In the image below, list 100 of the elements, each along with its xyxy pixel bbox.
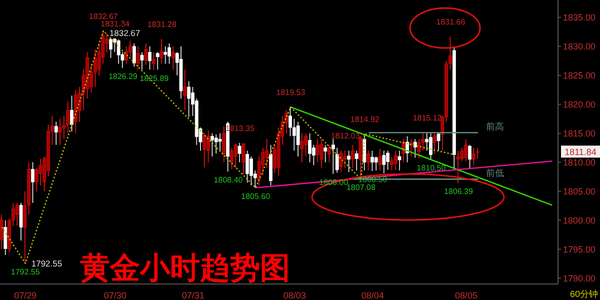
candlestick [398, 150, 402, 171]
x-tick-label: 07/29 [14, 290, 37, 300]
text: 黄金小时趋势图 [80, 251, 290, 286]
candlestick [210, 132, 214, 157]
candlestick [308, 132, 312, 163]
candlestick [116, 38, 120, 64]
y-tick-label: 1795.00 [563, 244, 596, 254]
annotation: 1831.34 [100, 20, 130, 29]
candlestick [425, 132, 429, 152]
candlestick [230, 147, 234, 170]
candlestick [144, 42, 148, 66]
candlestick [242, 142, 246, 175]
candlestick [222, 126, 226, 163]
candlestick [432, 132, 436, 154]
x-tick-label: 08/04 [361, 290, 384, 300]
candlestick [152, 52, 156, 71]
candlestick [410, 138, 413, 157]
y-tick-label: 1805.00 [563, 186, 596, 196]
candlestick [335, 147, 339, 174]
y-tick-label: 1825.00 [563, 70, 596, 81]
annotation: 1832.67 [88, 12, 118, 21]
candlestick [15, 202, 19, 227]
candlestick [238, 142, 242, 163]
annotation: 1814.92 [350, 114, 380, 124]
candlestick [413, 138, 417, 158]
candlestick [132, 42, 136, 68]
candlestick [109, 37, 112, 58]
candlestick [202, 132, 206, 168]
candlestick [436, 132, 440, 152]
annotation: 1825.89 [140, 74, 170, 84]
candlestick [246, 150, 250, 184]
candlestick [183, 69, 187, 111]
annotation: 1792.55 [10, 267, 40, 276]
candlestick [354, 150, 358, 171]
x-tick-label: 07/30 [104, 290, 126, 300]
candlestick [124, 46, 128, 64]
candlestick [347, 150, 350, 173]
candlestick [70, 95, 74, 132]
candlestick [31, 162, 34, 204]
candlestick [54, 121, 58, 146]
candlestick [464, 138, 468, 162]
candlestick [187, 80, 190, 118]
candlestick [472, 147, 476, 166]
y-tick-label: 1820.00 [563, 100, 596, 110]
candlestick [324, 144, 328, 163]
candlestick [296, 121, 300, 157]
annotation: 1815.12 [412, 114, 442, 123]
candlestick [382, 150, 386, 174]
candlestick [4, 220, 8, 256]
candlestick [316, 138, 320, 163]
annotation: 1808.40 [214, 176, 244, 185]
annotation: 1819.53 [276, 88, 306, 98]
annotation: 1826.29 [108, 72, 138, 81]
candlestick [328, 144, 331, 163]
candlestick [171, 46, 175, 70]
candlestick [136, 46, 140, 70]
candlestick [320, 138, 324, 169]
annotation: 1792.55 [31, 258, 62, 268]
y-tick-label: 1815.00 [563, 128, 596, 138]
candlestick [234, 143, 238, 169]
text: 60分钟 [570, 289, 598, 299]
candlestick [148, 46, 152, 70]
candlestick [429, 132, 432, 160]
candlestick [339, 150, 343, 173]
y-tick-label: 1810.00 [563, 157, 596, 168]
annotation: 1807.08 [346, 183, 376, 192]
candlestick [300, 132, 304, 163]
y-tick-label: 1790.00 [563, 273, 596, 284]
x-tick-label: 08/05 [455, 290, 478, 300]
candlestick [343, 150, 347, 169]
candlestick [168, 42, 171, 64]
candlestick [456, 150, 460, 184]
x-tick-label: 07/31 [182, 290, 204, 300]
candlestick [156, 52, 160, 70]
candlestick [370, 150, 374, 172]
annotation: 1832.67 [109, 28, 140, 38]
y-tick-label: 1800.00 [563, 215, 596, 226]
y-tick-label: 1835.00 [563, 12, 596, 23]
annotation: 1806.39 [444, 187, 474, 196]
annotation: 1831.28 [147, 20, 177, 29]
annotation: 1812.03 [330, 132, 360, 141]
candlestick [374, 156, 378, 171]
candlestick [366, 150, 370, 171]
candlestick [350, 144, 354, 169]
candlestick [140, 52, 144, 70]
series-label: 前高 [486, 122, 504, 132]
annotation: 1810.50 [416, 163, 446, 172]
annotation: 1831.66 [436, 18, 466, 27]
candlestick [331, 138, 335, 174]
candlestick [160, 38, 164, 64]
candlestick [386, 150, 390, 170]
candlestick [218, 132, 222, 152]
candlestick [468, 144, 472, 169]
candlestick [214, 134, 218, 154]
candlestick [0, 214, 4, 250]
series-label: 前低 [486, 168, 504, 178]
candlestick [394, 150, 398, 170]
annotation: 1811.84 [564, 147, 596, 158]
candlestick [378, 148, 382, 171]
annotation: 1805.60 [241, 192, 271, 201]
